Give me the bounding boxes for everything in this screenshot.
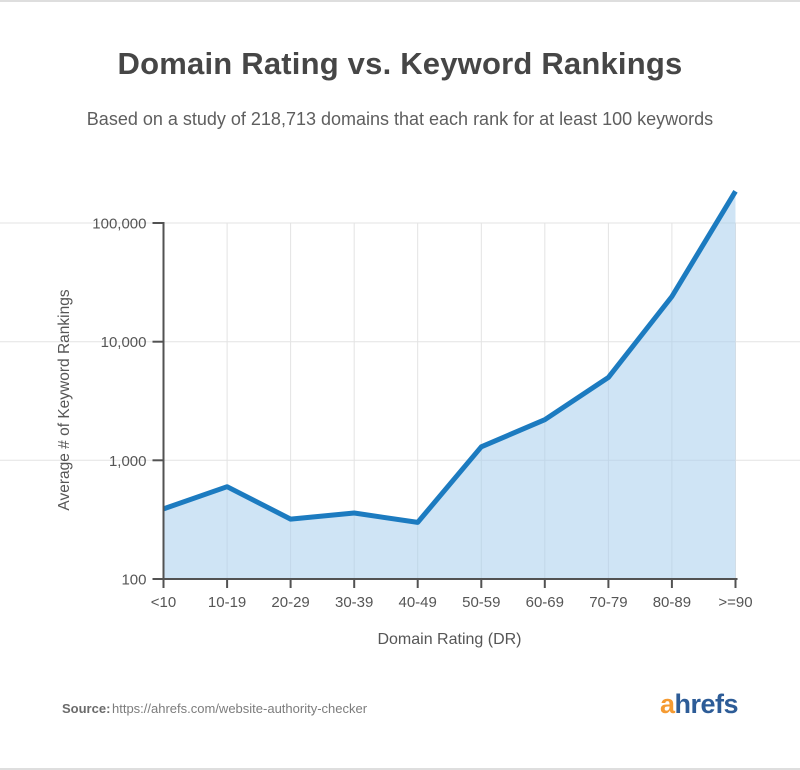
logo-text: hrefs [674,689,739,719]
y-tick-label: 10,000 [101,334,147,351]
source-label: Source: [62,701,111,716]
y-tick-label: 1,000 [109,453,147,470]
trend-line [162,190,738,525]
y-tick-label: 100,000 [92,216,146,233]
x-tick-label: 20-29 [271,594,309,611]
logo-letter-a: a [660,689,675,719]
x-tick-label: >=90 [718,594,752,611]
y-tick-label: 100 [121,572,146,589]
x-tick-label: 50-59 [462,594,500,611]
page-title: Domain Rating vs. Keyword Rankings [117,46,683,81]
x-tick-label: 80-89 [653,594,691,611]
source-url: https://ahrefs.com/website-authority-che… [112,701,368,716]
x-tick-label: 30-39 [335,594,373,611]
x-tick-label: 40-49 [399,594,437,611]
x-tick-label: 10-19 [208,594,246,611]
x-tick-label: 70-79 [589,594,627,611]
area-fill [163,191,736,580]
ahrefs-logo: ahrefs [660,689,739,719]
x-axis-title: Domain Rating (DR) [377,631,521,648]
x-tick-label: <10 [151,594,176,611]
page-subtitle: Based on a study of 218,713 domains that… [86,109,714,129]
y-axis-title: Average # of Keyword Rankings [56,289,73,510]
x-tick-label: 60-69 [526,594,564,611]
